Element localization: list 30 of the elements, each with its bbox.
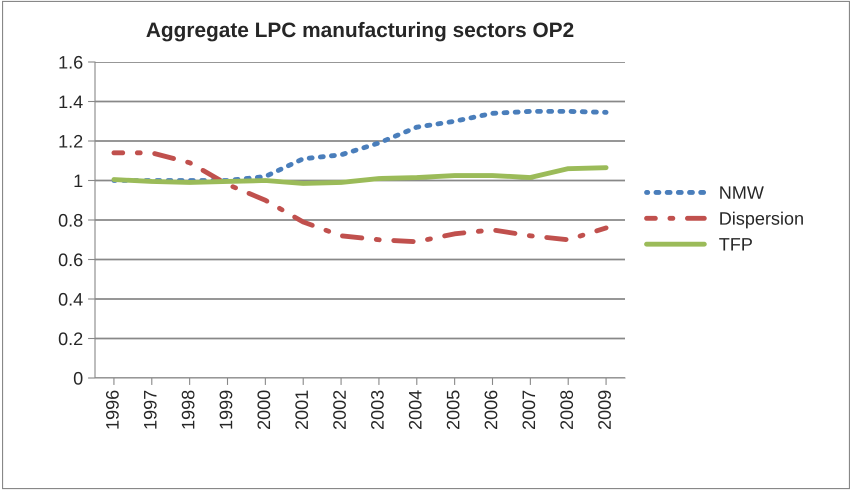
x-tick-label: 2001 [295, 390, 308, 430]
legend-label: Dispersion [720, 212, 803, 228]
y-tick-label: 1 [74, 174, 82, 188]
y-tick-label: 1.2 [59, 134, 82, 148]
y-tick-label: 0.8 [58, 214, 82, 227]
legend-label: TFP [719, 238, 752, 251]
x-tick-label: 2007 [522, 390, 536, 430]
y-tick-label: 0.4 [58, 292, 83, 306]
x-tick-label: 2004 [408, 390, 422, 430]
x-tick-label: 1998 [182, 390, 194, 429]
x-tick-label: 2008 [560, 390, 574, 430]
x-tick-label: 1996 [106, 390, 119, 429]
x-tick-label: 1999 [220, 390, 232, 429]
legend-label: NMW [720, 186, 764, 199]
x-tick-label: 2002 [333, 390, 346, 430]
y-tick-label: 0 [74, 372, 82, 385]
line-series [112, 108, 608, 183]
y-tick-label: 1.6 [59, 56, 82, 69]
x-tick-label: 2006 [484, 390, 498, 430]
x-tick-label: 2000 [257, 390, 270, 430]
chart-title: Aggregate LPC manufacturing sectors OP2 [146, 22, 574, 42]
line-series [112, 150, 608, 244]
x-tick-label: 2005 [446, 390, 460, 430]
y-tick-label: 0.6 [58, 253, 82, 266]
y-tick-label: 0.2 [58, 332, 82, 346]
line-series [112, 165, 608, 186]
x-tick-label: 1997 [144, 390, 157, 429]
x-tick-label: 2003 [370, 390, 384, 430]
x-tick-label: 2009 [598, 390, 611, 430]
y-tick-label: 1.4 [59, 96, 83, 108]
